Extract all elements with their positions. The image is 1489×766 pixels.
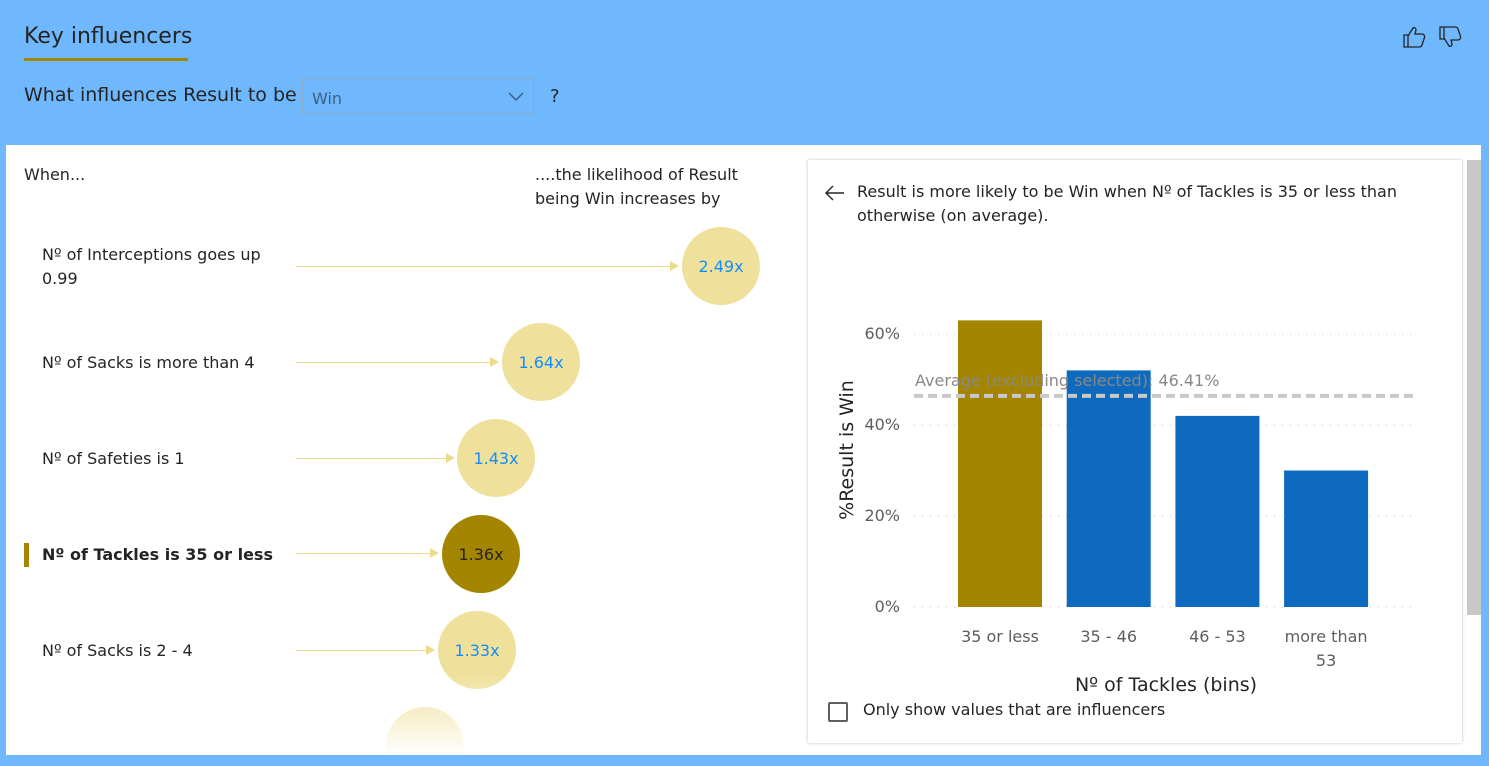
influencer-bubble[interactable]: 2.49x [682,227,760,305]
influencer-bubble[interactable]: 1.64x [502,323,580,401]
when-label: When... [24,165,86,184]
influencer-arrow [296,362,492,363]
influencer-arrow [296,553,432,554]
influencer-bubble[interactable]: 1.43x [457,419,535,497]
x-tick-label: 46 - 53 [1189,627,1246,646]
y-tick-label: 60% [864,324,900,343]
influencer-label[interactable]: Nº of Sacks is more than 4 [42,353,255,372]
bar [958,320,1042,607]
average-label: Average (excluding selected): 46.41% [915,371,1219,390]
y-tick-label: 20% [864,506,900,525]
bar [1175,415,1260,607]
bar [1284,470,1369,607]
arrow-head [430,548,439,558]
title-underline [24,58,188,61]
list-fade [6,675,801,755]
chevron-down-icon [508,92,524,102]
influencer-label[interactable]: Nº of Interceptions goes up 0.99 [42,245,261,288]
y-tick-label: 0% [875,597,900,616]
checkbox-label: Only show values that are influencers [863,700,1166,719]
x-tick-label: 53 [1316,651,1336,670]
influencer-arrow [296,266,672,267]
influencer-label[interactable]: Nº of Sacks is 2 - 4 [42,641,193,660]
x-tick-label: 35 - 46 [1080,627,1137,646]
influencer-label[interactable]: Nº of Safeties is 1 [42,449,185,468]
influencer-label-selected[interactable]: Nº of Tackles is 35 or less [42,545,273,564]
bar [1066,370,1151,607]
influencer-arrow [296,458,448,459]
arrow-head [490,357,499,367]
tackles-bar-chart: 0% 20% 40% 60% Average (excluding selected):… [836,320,1416,696]
y-tick-label: 40% [864,415,900,434]
arrow-head [446,453,455,463]
panel-description: Result is more likely to be Win when Nº … [857,182,1397,225]
likelihood-label: ....the likelihood of Result being Win i… [535,165,738,208]
scrollbar[interactable] [1467,160,1481,615]
influencer-arrow [296,650,428,651]
influencer-detail-panel: Result is more likely to be Win when Nº … [808,160,1462,743]
arrow-head [670,261,679,271]
result-dropdown[interactable]: Win [302,78,534,114]
key-influencers-content: When... ....the likelihood of Result bei… [6,145,1481,755]
x-tick-label: more than [1285,627,1368,646]
thumbs-down-icon[interactable] [1437,24,1463,50]
visual-header: Key influencers What influences Result t… [0,0,1489,145]
x-tick-label: 35 or less [961,627,1039,646]
influencers-only-checkbox[interactable] [828,702,848,722]
arrow-left-icon[interactable] [824,184,846,202]
dropdown-value: Win [312,89,343,108]
influencer-bubble-selected[interactable]: 1.36x [442,515,520,593]
page-title: Key influencers [24,24,193,49]
selected-indicator [24,543,29,567]
question-label: What influences Result to be [24,84,297,106]
arrow-head [426,645,435,655]
y-axis-title: %Result is Win [836,380,858,520]
x-axis-title: Nº of Tackles (bins) [1075,674,1257,696]
thumbs-up-icon[interactable] [1401,24,1427,50]
question-mark: ? [550,86,560,107]
